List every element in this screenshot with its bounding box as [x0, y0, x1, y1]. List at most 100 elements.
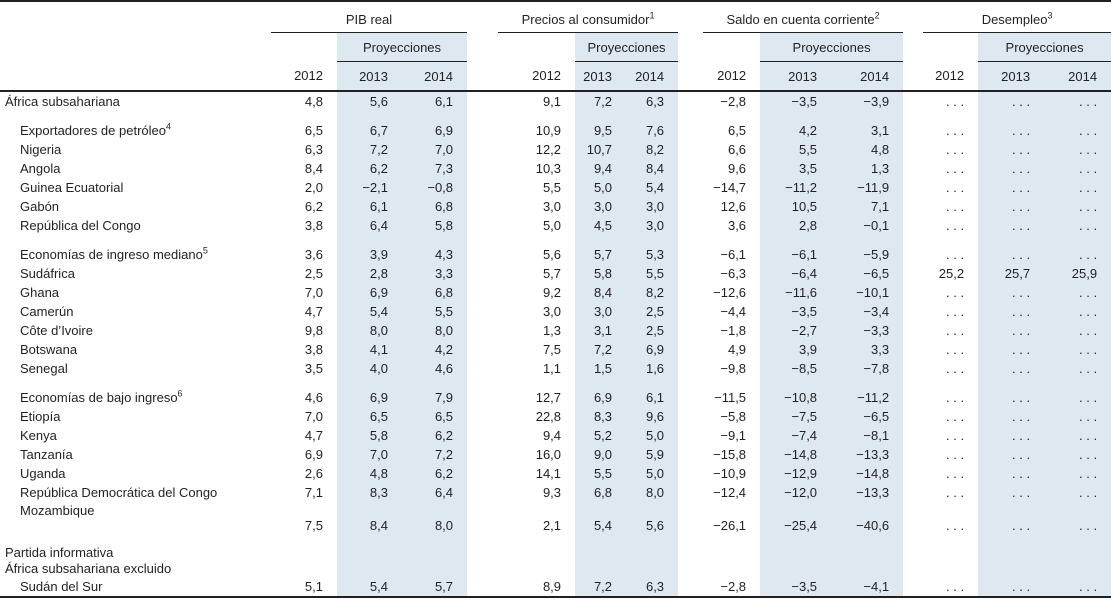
cell-desempleo-2013: . . . — [978, 283, 1045, 302]
cell-pib-2013: 6,9 — [337, 378, 402, 407]
cell-desempleo-2012: . . . — [946, 323, 965, 338]
cell-pib-2014: 3,3 — [402, 264, 468, 283]
cell-precios-2014: 5,5 — [626, 264, 679, 283]
cell-saldo-2013: −11,6 — [760, 283, 832, 302]
blank-cell — [923, 33, 978, 62]
cell-precios-2013: 7,2 — [575, 340, 627, 359]
spacer — [678, 111, 703, 140]
cell-precios-2012: 5,6 — [542, 247, 562, 262]
cell-desempleo-2012: . . . — [946, 518, 965, 533]
cell-desempleo-2014: . . . — [1044, 302, 1111, 321]
cell-pib-2013: 5,8 — [337, 426, 402, 445]
table-row: Ghana 7,0 6,9 6,8 9,2 8,4 8,2 −12,6 −11,… — [0, 283, 1111, 302]
row-label-text: Nigeria — [20, 142, 62, 157]
cell-saldo-2012: −5,8 — [720, 409, 747, 424]
spacer — [467, 33, 498, 62]
cell-precios-2013: 3,0 — [575, 302, 627, 321]
cell-desempleo-2014: . . . — [1044, 359, 1111, 378]
spacer — [903, 502, 923, 535]
table-row: Etiopía 7,0 6,5 6,5 22,8 8,3 9,6 −5,8 −7… — [0, 407, 1111, 426]
cell-desempleo-2014: 25,9 — [1044, 264, 1111, 283]
spacer — [678, 577, 704, 598]
spacer — [467, 140, 498, 159]
cell-saldo-2012 — [703, 561, 760, 577]
spacer — [903, 197, 923, 216]
table-row: Economías de bajo ingreso6 4,6 6,9 7,9 1… — [0, 378, 1111, 407]
cell-precios-2014: 3,0 — [626, 216, 679, 235]
cell-saldo-2012: −6,1 — [720, 247, 747, 262]
spacer — [678, 445, 703, 464]
cell-precios-2013: 3,1 — [575, 321, 627, 340]
group-title-desempleo: Desempleo3 — [923, 1, 1111, 33]
spacer — [903, 577, 924, 598]
corner-cell — [0, 61, 271, 92]
spacer — [903, 302, 923, 321]
cell-pib-2013: 6,5 — [337, 407, 402, 426]
cell-saldo-2013: −3,5 — [760, 91, 832, 111]
spacer — [678, 91, 703, 111]
cell-precios-2014: 1,6 — [626, 359, 679, 378]
cell-precios-2013: 9,5 — [575, 111, 627, 140]
spacer — [467, 340, 498, 359]
cell-desempleo-2013: . . . — [978, 426, 1045, 445]
row-label: Botswana — [0, 340, 271, 359]
cell-precios-2014: 2,5 — [626, 321, 679, 340]
row-label: Exportadores de petróleo4 — [0, 111, 271, 140]
group-title-saldo: Saldo en cuenta corriente2 — [703, 1, 904, 33]
cell-precios-2013 — [575, 535, 627, 561]
table-row: África subsahariana excluido — [0, 561, 1111, 577]
year-header: 2012 — [271, 61, 337, 92]
spacer — [467, 61, 499, 92]
years-row: 2012 2013 2014 2012 2013 2014 2012 2013 … — [0, 61, 1111, 92]
spacer — [903, 561, 923, 577]
row-label: África subsahariana excluido — [0, 561, 271, 577]
spacer — [903, 321, 923, 340]
row-label-text: República Democrática del Congo — [20, 485, 218, 500]
cell-saldo-2014: −3,9 — [831, 91, 904, 111]
cell-desempleo-2013: . . . — [978, 483, 1045, 502]
row-label: África subsahariana — [0, 91, 271, 111]
row-label-text: Economías de ingreso mediano5 — [20, 245, 208, 262]
cell-desempleo-2014: . . . — [1044, 178, 1111, 197]
cell-pib-2013: 4,1 — [337, 340, 402, 359]
cell-desempleo-2014: . . . — [1044, 216, 1111, 235]
cell-pib-2013 — [337, 561, 402, 577]
row-label: Senegal — [0, 359, 271, 378]
cell-desempleo-2012: . . . — [923, 577, 979, 598]
cell-saldo-2012: −6,3 — [720, 266, 747, 281]
spacer — [467, 159, 498, 178]
cell-precios-2012: 3,0 — [542, 304, 562, 319]
cell-saldo-2013 — [760, 535, 832, 561]
projections-row: Proyecciones Proyecciones Proyecciones P… — [0, 32, 1111, 62]
spacer — [678, 216, 703, 235]
cell-pib-2012: 3,8 — [304, 218, 323, 233]
row-label-text: Angola — [20, 161, 61, 176]
cell-pib-2014: 7,2 — [402, 445, 468, 464]
cell-pib-2012: 3,5 — [304, 361, 323, 376]
cell-precios-2014: 5,3 — [626, 235, 679, 264]
cell-precios-2014: 6,9 — [626, 340, 679, 359]
cell-precios-2012: 1,3 — [542, 323, 562, 338]
cell-saldo-2012: −9,8 — [720, 361, 747, 376]
cell-saldo-2013: −6,1 — [760, 235, 832, 264]
spacer — [467, 577, 499, 598]
table-row: África subsahariana 4,8 5,6 6,1 9,1 7,2 … — [0, 91, 1111, 111]
year-header: 2014 — [831, 61, 904, 92]
cell-pib-2012: 4,6 — [304, 390, 323, 405]
spacer — [467, 464, 498, 483]
cell-saldo-2012: 9,6 — [727, 161, 747, 176]
spacer — [467, 302, 498, 321]
spacer — [903, 340, 923, 359]
cell-desempleo-2013: . . . — [978, 502, 1045, 535]
spacer — [467, 216, 498, 235]
spacer — [678, 302, 703, 321]
cell-saldo-2014: −5,9 — [831, 235, 904, 264]
group-title-row: PIB real Precios al consumidor1 Saldo en… — [0, 1, 1111, 33]
cell-saldo-2014: −40,6 — [831, 502, 904, 535]
cell-precios-2013: 5,5 — [575, 464, 627, 483]
cell-pib-2013: 6,4 — [337, 216, 402, 235]
spacer — [467, 321, 498, 340]
spacer — [903, 264, 923, 283]
spacer — [678, 197, 703, 216]
cell-desempleo-2012: . . . — [946, 247, 965, 262]
